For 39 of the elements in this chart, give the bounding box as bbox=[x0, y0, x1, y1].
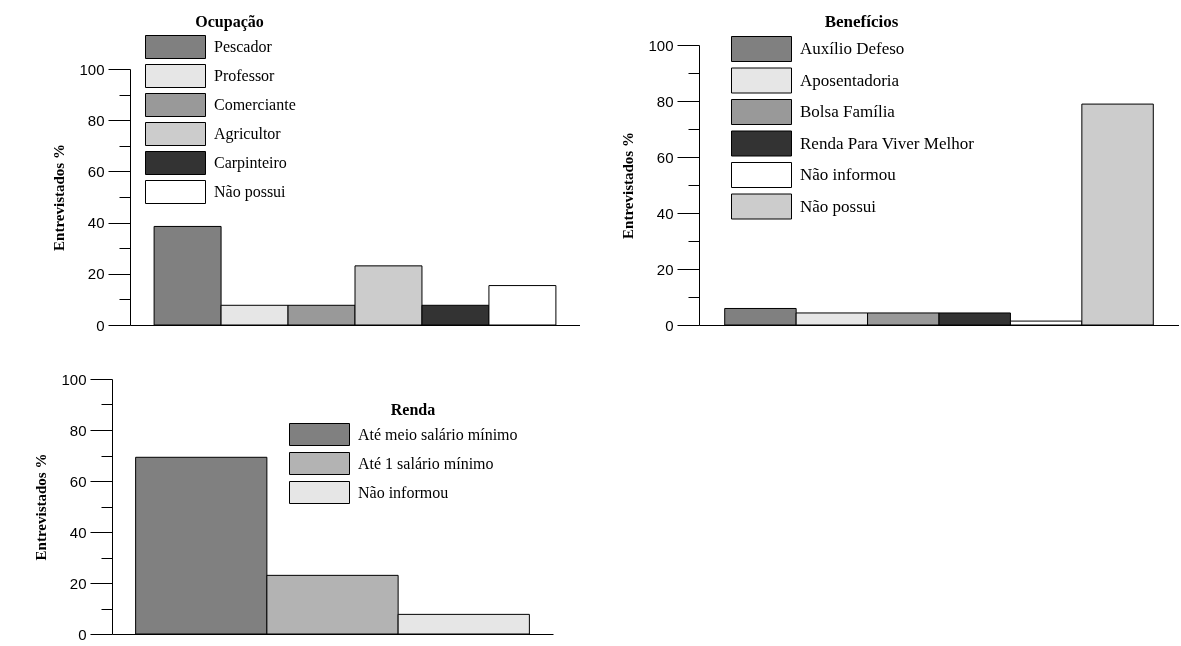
legend-label: Carpinteiro bbox=[214, 154, 287, 172]
y-tick-label: 60 bbox=[87, 162, 105, 180]
legend-label: Auxílio Defeso bbox=[800, 39, 905, 58]
y-tick-label: 0 bbox=[78, 625, 87, 643]
y-tick-label: 100 bbox=[79, 60, 105, 78]
y-tick-label: 40 bbox=[656, 204, 674, 222]
y-tick-label: 20 bbox=[656, 260, 674, 278]
legend-label: Até meio salário mínimo bbox=[358, 425, 518, 443]
y-tick-label: 40 bbox=[69, 523, 87, 541]
legend-label: Bolsa Família bbox=[800, 102, 896, 121]
y-axis-title: Entrevistados % bbox=[620, 132, 637, 239]
y-axis-title: Entrevistados % bbox=[51, 144, 68, 251]
legend-label: Não possui bbox=[800, 196, 877, 216]
legend-label: Comerciante bbox=[214, 96, 296, 113]
y-tick-label: 0 bbox=[665, 316, 674, 334]
y-tick-label: 20 bbox=[69, 574, 87, 592]
legend-title: Ocupação bbox=[195, 13, 264, 31]
y-tick-label: 80 bbox=[69, 421, 87, 439]
y-tick-label: 40 bbox=[87, 214, 105, 232]
legend-label: Professor bbox=[214, 67, 276, 84]
legend-label: Até 1 salário mínimo bbox=[358, 454, 494, 472]
y-tick-label: 80 bbox=[87, 111, 105, 129]
y-tick-label: 80 bbox=[656, 92, 674, 110]
y-tick-label: 60 bbox=[69, 472, 87, 490]
y-tick-label: 100 bbox=[61, 370, 87, 388]
legend-label: Pescador bbox=[214, 38, 273, 55]
legend-label: Não informou bbox=[358, 483, 449, 501]
y-tick-label: 60 bbox=[656, 148, 674, 166]
y-tick-label: 20 bbox=[87, 265, 105, 283]
legend-title: Benefícios bbox=[824, 12, 899, 31]
legend-label: Agricultor bbox=[214, 125, 282, 143]
legend-label: Não possui bbox=[214, 183, 287, 201]
y-tick-label: 100 bbox=[648, 36, 674, 54]
y-axis-title: Entrevistados % bbox=[33, 453, 50, 561]
y-tick-label: 0 bbox=[96, 316, 105, 334]
legend-title: Renda bbox=[390, 401, 436, 418]
legend-label: Aposentadoria bbox=[800, 70, 900, 90]
legend-label: Não informou bbox=[800, 165, 897, 184]
legend-label: Renda Para Viver Melhor bbox=[800, 133, 975, 153]
